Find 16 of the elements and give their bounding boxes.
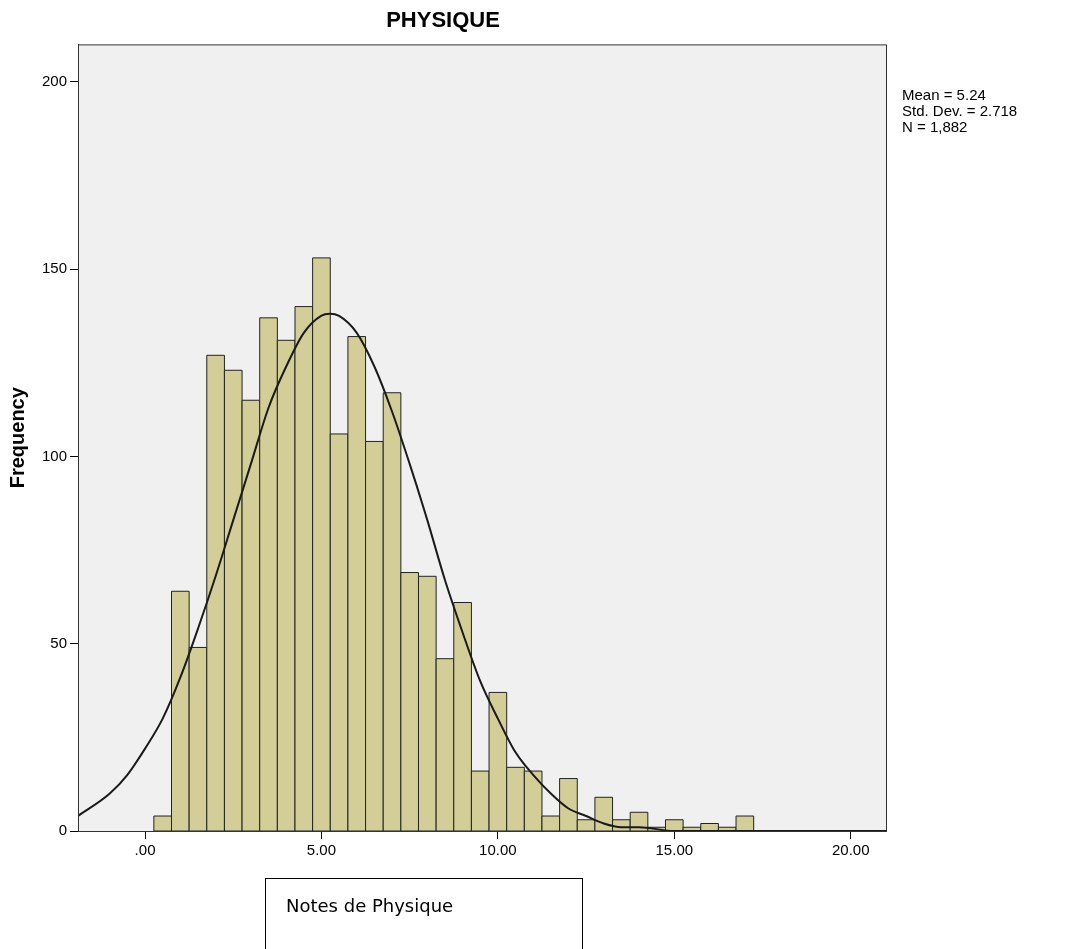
y-tick-label: 150	[41, 259, 67, 277]
x-axis-title: Notes de Physique	[286, 895, 454, 916]
text: N = 1,882	[902, 118, 968, 136]
text: Mean = 5.24	[902, 86, 986, 104]
chart-title: PHYSIQUE	[386, 7, 500, 33]
x-tick-label: 20.00	[831, 841, 870, 859]
y-axis-title: Frequency	[5, 386, 28, 489]
text: Std. Dev. = 2.718	[902, 102, 1018, 120]
x-tick-label: 5.00	[306, 841, 337, 859]
x-tick-label: 10.00	[479, 841, 517, 859]
x-tick-label: .00	[134, 841, 156, 859]
y-tick-label: 0	[58, 821, 67, 839]
y-tick-label: 200	[41, 72, 67, 89]
y-tick-label: 100	[41, 446, 67, 464]
y-tick-label: 50	[50, 633, 67, 651]
x-tick-label: 15.00	[655, 841, 694, 859]
